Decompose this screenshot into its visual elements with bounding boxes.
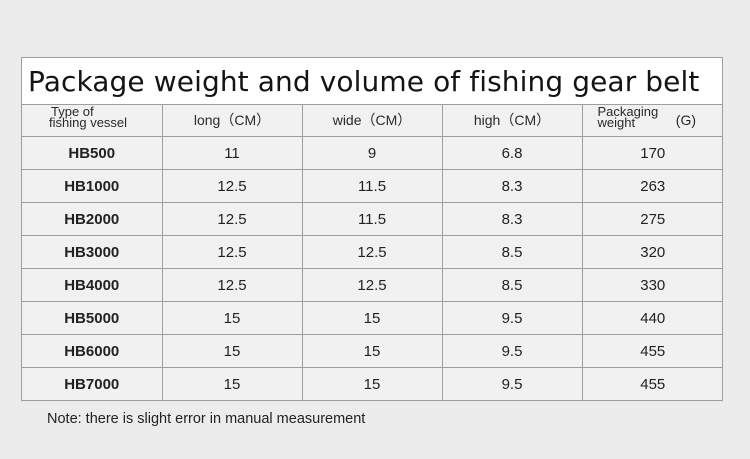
model-cell: HB7000 [22, 367, 163, 400]
table-title: Package weight and volume of fishing gea… [22, 58, 722, 105]
long-cell: 15 [162, 301, 303, 335]
model-cell: HB1000 [22, 169, 163, 203]
weight-cell: 263 [582, 169, 723, 203]
table-row: HB2000 12.5 11.5 8.3 275 [22, 202, 723, 236]
long-cell: 15 [162, 367, 303, 400]
table-row: HB7000 15 15 9.5 455 [22, 367, 723, 400]
header-high-label: high（CM） [473, 111, 551, 128]
long-cell: 12.5 [162, 235, 303, 269]
header-type-line2: fishing vessel [49, 115, 128, 130]
wide-cell: 11.5 [302, 202, 443, 236]
header-long-label: long（CM） [193, 111, 271, 128]
wide-cell: 15 [302, 367, 443, 400]
table-row: HB3000 12.5 12.5 8.5 320 [22, 235, 723, 269]
weight-cell: 455 [640, 375, 666, 393]
header-high: high（CM） [442, 105, 583, 137]
model-cell: HB4000 [22, 268, 163, 302]
table-row: HB4000 12.5 12.5 8.5 330 [22, 268, 723, 302]
model-cell: HB5000 [22, 301, 163, 335]
long-cell: 12.5 [162, 169, 303, 203]
high-cell: 8.5 [442, 268, 583, 302]
high-cell: 9.5 [442, 367, 583, 400]
weight-cell: 440 [582, 301, 723, 335]
model-cell: HB3000 [22, 235, 163, 269]
header-type: Type of fishing vessel [22, 104, 163, 137]
header-row: Type of fishing vessel long（CM） wide（CM）… [22, 105, 723, 137]
model-cell: HB2000 [22, 202, 163, 236]
model-cell: HB6000 [22, 334, 163, 368]
wide-cell: 11.5 [302, 169, 443, 203]
header-type-line1: Type of [51, 104, 94, 119]
measurement-note: Note: there is slight error in manual me… [47, 411, 366, 427]
wide-cell: 15 [302, 301, 443, 335]
spec-table-container: Package weight and volume of fishing gea… [21, 57, 723, 401]
weight-cell: 330 [582, 268, 723, 302]
high-cell: 8.3 [442, 169, 583, 203]
header-wide-label: wide（CM） [332, 111, 412, 128]
high-cell: 9.5 [442, 334, 583, 368]
weight-cell: 320 [582, 235, 723, 269]
header-weight-line1: Packaging [597, 104, 659, 119]
weight-cell: 455 [582, 334, 723, 368]
high-cell: 8.3 [442, 202, 583, 236]
high-cell: 6.8 [442, 136, 583, 170]
table-row: HB500 11 9 6.8 170 [22, 136, 723, 170]
model-cell: HB500 [22, 136, 163, 170]
table-row: HB1000 12.5 11.5 8.3 263 [22, 169, 723, 203]
header-weight-line2: weight [597, 115, 636, 130]
long-cell: 15 [162, 334, 303, 368]
header-weight-unit: (G) [675, 112, 696, 128]
header-long: long（CM） [162, 105, 303, 137]
table-row: HB5000 15 15 9.5 440 [22, 301, 723, 335]
high-cell: 9.5 [442, 301, 583, 335]
spec-table: Type of fishing vessel long（CM） wide（CM）… [22, 105, 723, 400]
wide-cell: 12.5 [302, 235, 443, 269]
header-wide: wide（CM） [302, 105, 443, 137]
wide-cell: 9 [302, 136, 443, 170]
weight-cell: 170 [582, 136, 723, 170]
weight-cell: 275 [582, 202, 723, 236]
wide-cell: 12.5 [302, 268, 443, 302]
long-cell: 12.5 [162, 268, 303, 302]
header-weight: Packaging weight (G) [582, 105, 723, 137]
wide-cell: 15 [302, 334, 443, 368]
high-cell: 8.5 [442, 235, 583, 269]
table-body: Type of fishing vessel long（CM） wide（CM）… [22, 105, 723, 400]
table-row: HB6000 15 15 9.5 455 [22, 334, 723, 368]
long-cell: 12.5 [162, 202, 303, 236]
long-cell: 11 [162, 136, 303, 170]
